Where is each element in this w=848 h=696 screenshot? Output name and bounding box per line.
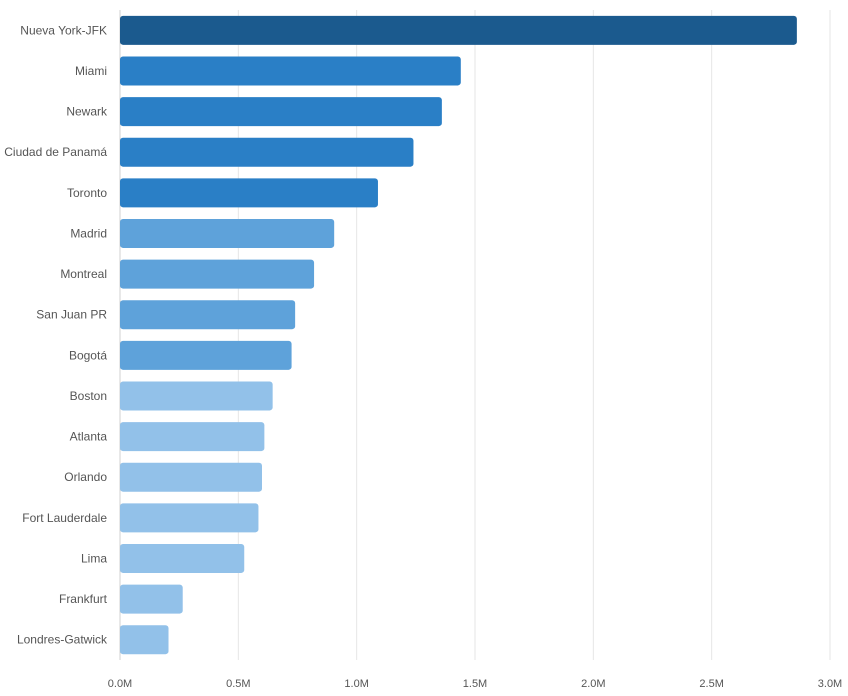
bar: [120, 56, 461, 86]
x-tick-label: 2.5M: [699, 678, 723, 690]
bar: [120, 625, 169, 655]
bar: [120, 15, 797, 45]
bar: [120, 259, 315, 289]
bars: [120, 15, 797, 655]
category-label: Ciudad de Panamá: [4, 145, 107, 159]
bar: [120, 340, 292, 370]
bar: [120, 422, 265, 452]
category-label: Madrid: [70, 226, 107, 240]
category-label: Bogotá: [69, 348, 107, 362]
category-label: Miami: [75, 64, 107, 78]
category-label: Frankfurt: [59, 592, 108, 606]
category-label: Boston: [70, 389, 107, 403]
x-tick-label: 1.0M: [344, 678, 368, 690]
category-label: Toronto: [67, 186, 107, 200]
category-labels: Nueva York-JFK Miami Newark Ciudad de Panam…: [4, 23, 108, 646]
bar: [120, 218, 335, 248]
bar: [120, 381, 273, 411]
bar: [120, 178, 378, 208]
category-label: Orlando: [64, 470, 107, 484]
x-tick-label: 1.5M: [463, 678, 487, 690]
category-label: Nueva York-JFK: [20, 23, 107, 37]
x-tick-label: 0.5M: [226, 678, 250, 690]
x-tick-label: 2.0M: [581, 678, 605, 690]
category-label: Fort Lauderdale: [22, 511, 107, 525]
category-label: Newark: [66, 105, 108, 119]
bar: [120, 584, 183, 614]
category-label: Lima: [81, 551, 107, 565]
bar: [120, 503, 259, 533]
bar: [120, 300, 296, 330]
category-label: Londres-Gatwick: [17, 633, 108, 647]
category-label: Montreal: [60, 267, 107, 281]
x-tick-label: 3.0M: [818, 678, 842, 690]
bar: [120, 543, 245, 573]
bar: [120, 97, 442, 127]
bar: [120, 462, 262, 492]
category-label: Atlanta: [70, 430, 108, 444]
x-tick-label: 0.0M: [108, 678, 132, 690]
bar: [120, 137, 414, 167]
x-axis-tick-labels: 0.0M 0.5M 1.0M 1.5M 2.0M 2.5M 3.0M: [108, 678, 842, 690]
category-label: San Juan PR: [36, 308, 107, 322]
